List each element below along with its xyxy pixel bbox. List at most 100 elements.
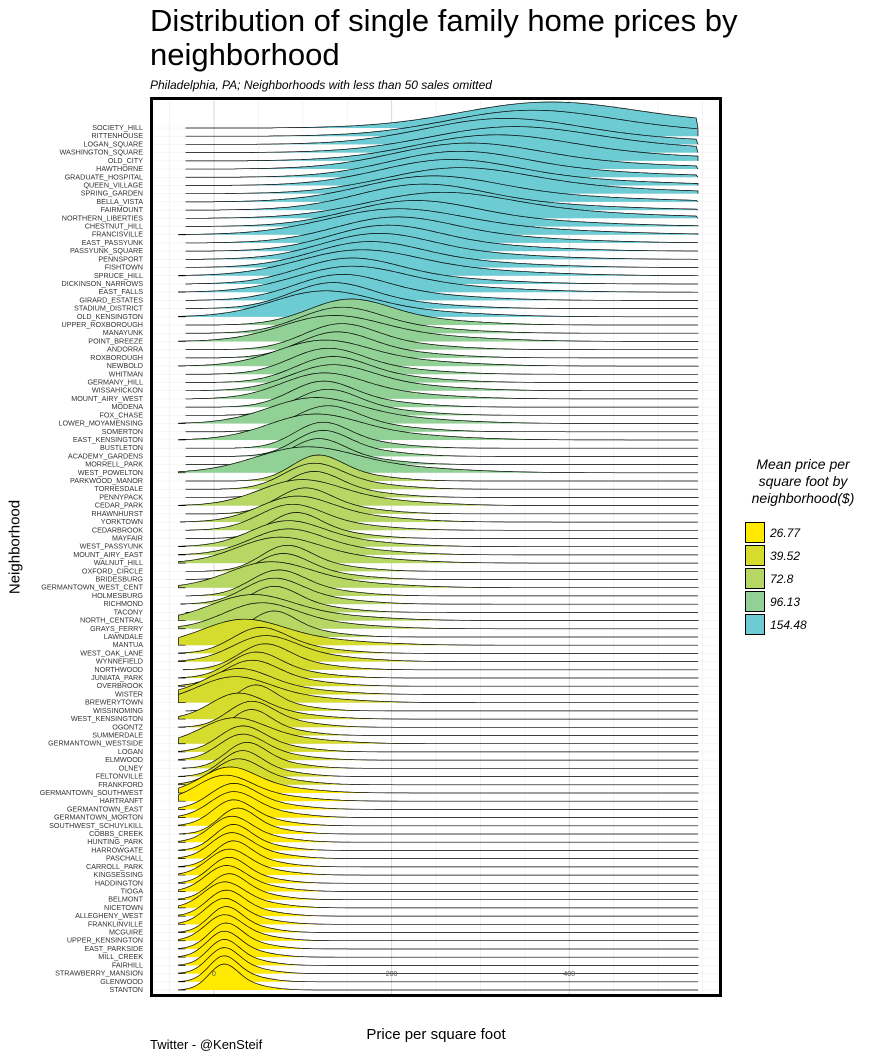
ridge-line-cobbs_creek	[178, 807, 698, 835]
ridge-line-stadium_district	[185, 282, 698, 309]
ridge-line-northern_liberties	[185, 191, 699, 219]
ridge-line-girard_estates	[185, 274, 698, 301]
ridge-line-whitman	[185, 347, 698, 375]
ridge-line-germantown_east	[178, 783, 699, 810]
ridge-line-rhawnhurst	[185, 487, 698, 515]
neighborhood-label: GERMANY_HILL	[87, 377, 143, 386]
neighborhood-label: EAST_KENSINGTON	[73, 435, 143, 444]
neighborhood-label: GERMANTOWN_WESTSIDE	[48, 739, 143, 748]
ridge-line-west_powelton	[178, 446, 698, 474]
neighborhood-label: FELTONVILLE	[96, 772, 143, 781]
neighborhood-label: HOLMESBURG	[92, 591, 144, 600]
ridge-line-fairmount	[185, 183, 699, 211]
ridge-line-frankford	[178, 758, 699, 786]
ridge-line-kingsessing	[178, 848, 699, 876]
ridge-line-east_parkside	[178, 922, 699, 950]
ridge-line-fox_chase	[185, 388, 698, 416]
ridge-line-lower_moyamensing	[178, 397, 699, 424]
ridge-line-paschall	[178, 832, 699, 859]
neighborhood-label: ANDORRA	[107, 345, 143, 354]
ridge-line-nicetown	[178, 881, 699, 909]
ridge-line-elmwood	[178, 733, 699, 761]
ridge-line-graduate_hospital	[185, 150, 699, 178]
ridge-line-oxford_circle	[185, 544, 698, 572]
neighborhood-label: LAWNDALE	[104, 632, 143, 641]
neighborhood-label: PENNSPORT	[98, 254, 143, 263]
ridge-line-andorra	[185, 323, 698, 351]
neighborhood-label: GRADUATE_HOSPITAL	[65, 172, 143, 181]
ridge-line-wynnefield	[178, 635, 699, 662]
ridge-area-lower_moyamensing	[178, 397, 699, 424]
x-tick-label: 400	[563, 971, 575, 978]
ridge-area-stanton	[178, 964, 699, 990]
ridge-line-tioga	[178, 865, 699, 892]
neighborhood-label: ELMWOOD	[105, 755, 143, 764]
ridge-line-bridesburg	[185, 553, 698, 580]
neighborhood-label: UPPER_KENSINGTON	[67, 936, 143, 945]
ridge-area-northwood	[183, 643, 698, 670]
ridge-line-mount_airy_east	[178, 528, 699, 556]
x-axis-title: Price per square foot	[366, 1026, 506, 1043]
neighborhood-label: PASSYUNK_SQUARE	[70, 246, 143, 255]
neighborhood-label: NORTHERN_LIBERTIES	[62, 213, 143, 222]
ridge-line-pennsport	[185, 233, 698, 260]
ridge-line-modena	[185, 380, 700, 408]
ridge-line-somerton	[185, 405, 698, 433]
ridge-area-mantua	[178, 619, 699, 646]
neighborhood-label: LOGAN	[118, 747, 143, 756]
ridge-line-east_passyunk	[185, 216, 699, 244]
neighborhood-label: GLENWOOD	[100, 977, 143, 986]
ridge-line-north_central	[178, 594, 700, 621]
ridge-line-mantua	[178, 618, 698, 646]
neighborhood-label: STANTON	[109, 985, 143, 994]
neighborhood-label: EAST_FALLS	[99, 287, 144, 296]
ridge-area-north_central	[178, 594, 699, 621]
ridge-line-stanton	[178, 963, 698, 991]
neighborhood-label: RHAWNHURST	[91, 509, 143, 518]
neighborhood-label: NORTH_CENTRAL	[80, 616, 143, 625]
ridge-line-harrowgate	[178, 824, 699, 851]
neighborhood-label: HUNTING_PARK	[87, 837, 143, 846]
neighborhood-label: MANTUA	[113, 640, 144, 649]
neighborhood-label: SPRING_GARDEN	[81, 189, 143, 198]
neighborhood-label: HARTRANFT	[100, 796, 144, 805]
neighborhood-label: POINT_BREEZE	[88, 336, 143, 345]
ridge-line-francisville	[178, 208, 699, 236]
ridge-area-grays_ferry	[178, 602, 699, 629]
ridge-line-strawberry_mansion	[178, 947, 699, 974]
neighborhood-label: WEST_OAK_LANE	[80, 648, 143, 657]
ridge-line-fishtown	[185, 241, 699, 268]
neighborhood-label: STADIUM_DISTRICT	[74, 304, 144, 313]
x-tick-label: 0	[212, 971, 216, 978]
neighborhood-label: GIRARD_ESTATES	[79, 295, 143, 304]
neighborhood-label: OGONTZ	[112, 722, 143, 731]
ridge-line-cedar_park	[178, 479, 699, 506]
neighborhood-label: WYNNEFIELD	[96, 657, 143, 666]
ridge-line-parkwood_manor	[185, 454, 698, 482]
legend-swatch	[745, 614, 765, 635]
ridge-line-manayunk	[185, 306, 699, 334]
ridge-area-wynnefield	[178, 635, 699, 662]
legend-label: 72.8	[770, 572, 794, 586]
neighborhood-label: WHITMAN	[109, 369, 143, 378]
neighborhood-label: UPPER_ROXBOROUGH	[62, 320, 143, 329]
neighborhood-label: WISSINOMING	[93, 706, 143, 715]
ridge-line-fairhill	[178, 939, 700, 966]
ridge-line-mcguire	[178, 906, 699, 933]
ridge-line-spring_garden	[185, 167, 699, 195]
ridge-line-tacony	[185, 586, 698, 613]
ridge-area-west_oak_lane	[178, 627, 699, 654]
neighborhood-label: EAST_PARKSIDE	[84, 944, 143, 953]
neighborhood-label: PENNYPACK	[99, 492, 143, 501]
legend-title: Mean price per square foot by neighborho…	[751, 456, 855, 506]
ridge-line-holmesburg	[185, 569, 698, 597]
ridge-line-east_kensington	[178, 413, 699, 441]
ridge-line-germantown_morton	[178, 791, 698, 818]
neighborhood-label: DICKINSON_NARROWS	[62, 279, 144, 288]
neighborhood-label: FAIRMOUNT	[101, 205, 144, 214]
ridge-line-walnut_hill	[178, 536, 699, 564]
ridge-line-pennypack	[185, 471, 700, 498]
ridge-area-newbold	[178, 340, 699, 367]
ridgeline-plot: 0 200 400	[153, 100, 719, 994]
ridge-line-academy_gardens	[185, 430, 698, 457]
